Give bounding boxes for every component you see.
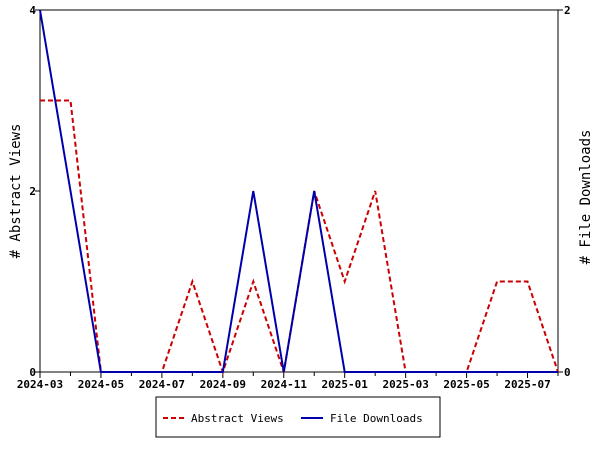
y2-tick-label: 2 bbox=[564, 4, 571, 17]
x-tick-label: 2024-03 bbox=[17, 378, 63, 391]
x-tick-label: 2025-01 bbox=[322, 378, 369, 391]
x-tick-label: 2024-09 bbox=[200, 378, 246, 391]
series-line-file-downloads bbox=[39, 9, 558, 373]
plot-frame bbox=[39, 9, 559, 373]
y-tick-label: 4 bbox=[29, 4, 36, 17]
legend-box bbox=[155, 396, 441, 438]
legend: Abstract Views File Downloads bbox=[155, 396, 441, 438]
y2-axis-title: # File Downloads bbox=[578, 130, 594, 265]
y-axis-title: # Abstract Views bbox=[8, 124, 24, 259]
y-tick-label: 2 bbox=[29, 185, 36, 198]
y2-tick-label: 0 bbox=[564, 366, 571, 379]
legend-label: File Downloads bbox=[330, 412, 423, 425]
plot-lines bbox=[39, 9, 559, 376]
legend-label: Abstract Views bbox=[191, 412, 284, 425]
x-tick-label: 2024-05 bbox=[78, 378, 124, 391]
x-tick-label: 2024-07 bbox=[139, 378, 185, 391]
x-tick-label: 2025-03 bbox=[382, 378, 428, 391]
tick-labels: 2024-03 2024-05 2024-07 2024-09 2024-11 2025-… bbox=[17, 4, 571, 391]
y-tick-label: 0 bbox=[29, 366, 36, 379]
x-tick-label: 2025-05 bbox=[443, 378, 489, 391]
series-line-abstract-views bbox=[40, 99, 559, 376]
x-tick-label: 2024-11 bbox=[261, 378, 308, 391]
x-tick-label: 2025-07 bbox=[504, 378, 550, 391]
